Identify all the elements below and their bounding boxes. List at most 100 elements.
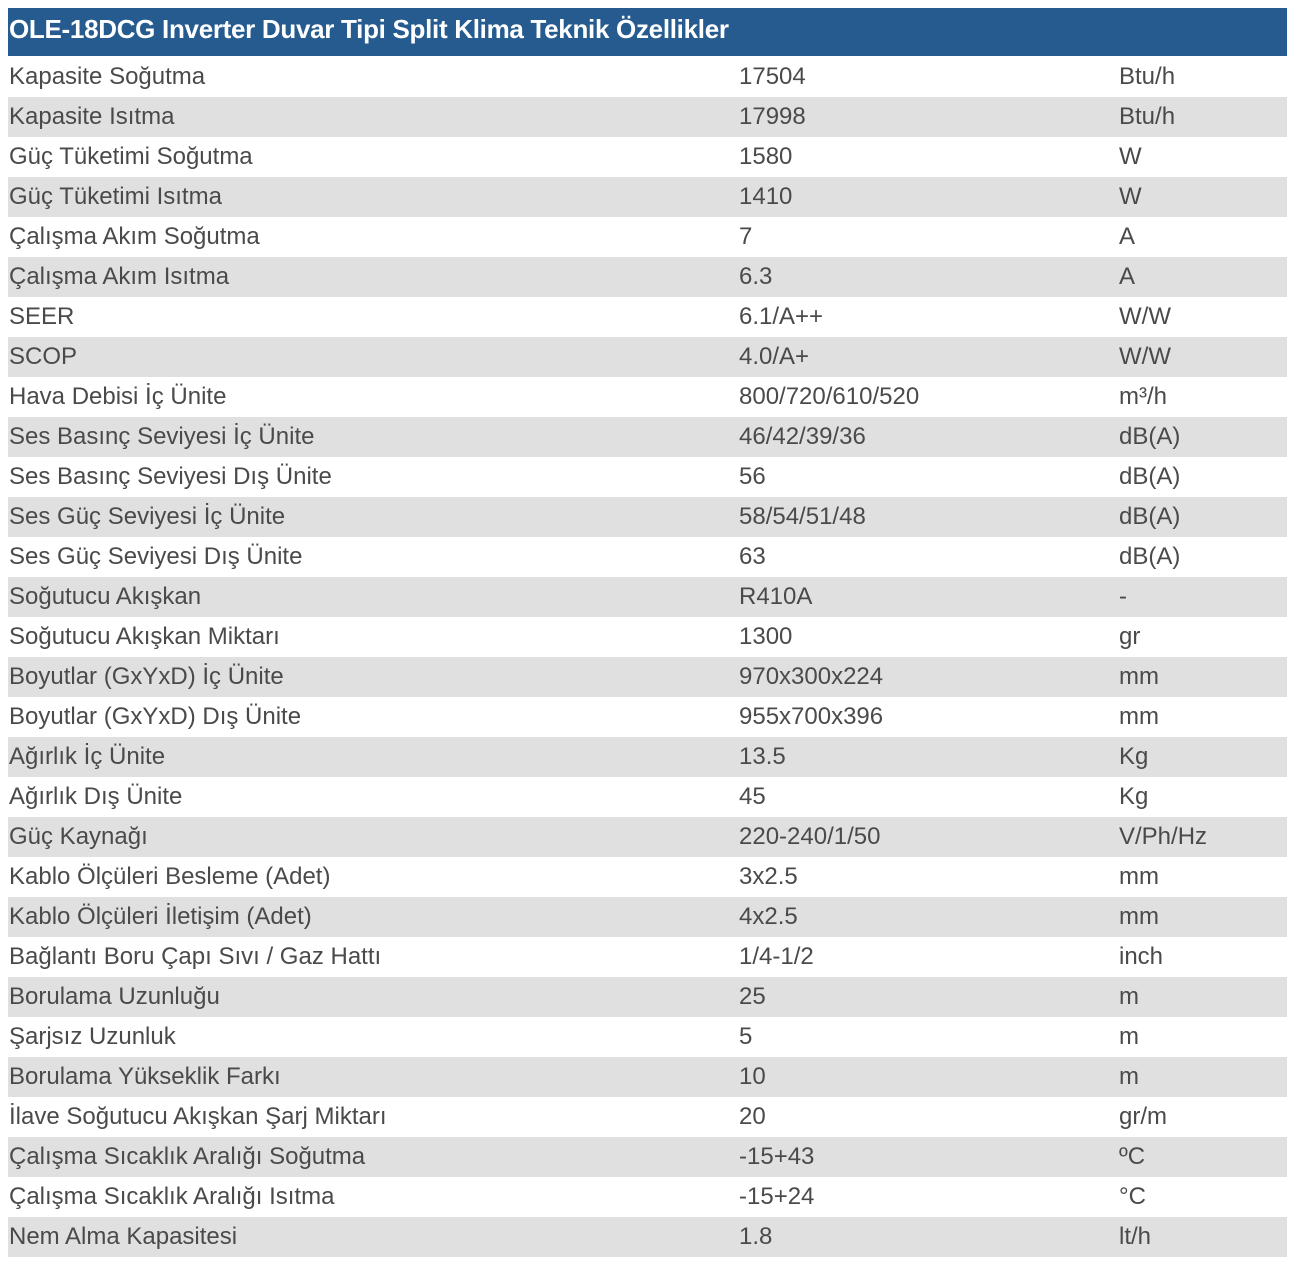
spec-name: Kablo Ölçüleri Besleme (Adet) (9, 863, 331, 890)
table-row: Çalışma Akım Soğutma 7 A (8, 217, 1287, 257)
table-row: Ağırlık Dış Ünite 45 Kg (8, 777, 1287, 817)
spec-value: 6.3 (739, 263, 773, 290)
spec-name: Ses Güç Seviyesi İç Ünite (9, 503, 286, 530)
spec-name: Şarjsız Uzunluk (9, 1023, 176, 1050)
spec-unit: mm (1119, 703, 1159, 730)
table-row: Çalışma Sıcaklık Aralığı Isıtma -15+24 °C (8, 1177, 1287, 1217)
table-row: Kablo Ölçüleri Besleme (Adet) 3x2.5 mm (8, 857, 1287, 897)
spec-value: 20 (739, 1103, 766, 1130)
spec-value: R410A (739, 583, 813, 610)
spec-name: Ses Basınç Seviyesi Dış Ünite (9, 463, 332, 490)
spec-unit: Kg (1119, 743, 1149, 770)
spec-value: 45 (739, 783, 766, 810)
spec-value: 4.0/A+ (739, 343, 810, 370)
spec-unit: ºC (1119, 1143, 1146, 1170)
table-title: OLE-18DCG Inverter Duvar Tipi Split Klim… (8, 8, 1287, 57)
table-body: Kapasite Soğutma 17504 Btu/h Kapasite Isıtm… (8, 57, 1287, 1257)
spec-name: Güç Tüketimi Soğutma (9, 143, 253, 170)
table-row: Ses Basınç Seviyesi Dış Ünite 56 dB(A) (8, 457, 1287, 497)
table-row: Çalışma Akım Isıtma 6.3 A (8, 257, 1287, 297)
spec-table: OLE-18DCG Inverter Duvar Tipi Split Klim… (8, 8, 1287, 1257)
spec-value: 63 (739, 543, 766, 570)
spec-unit: A (1119, 263, 1136, 290)
table-row: Boyutlar (GxYxD) Dış Ünite 955x700x396 mm (8, 697, 1287, 737)
spec-unit: inch (1119, 943, 1164, 970)
spec-unit: gr (1119, 623, 1141, 650)
spec-name: Ağırlık Dış Ünite (9, 783, 183, 810)
spec-unit: W (1119, 143, 1142, 170)
spec-name: Çalışma Akım Isıtma (9, 263, 230, 290)
table-row: Ses Güç Seviyesi Dış Ünite 63 dB(A) (8, 537, 1287, 577)
spec-unit: W/W (1119, 343, 1171, 370)
spec-unit: Btu/h (1119, 103, 1176, 130)
spec-value: 10 (739, 1063, 766, 1090)
spec-value: 1410 (739, 183, 793, 210)
table-row: Boyutlar (GxYxD) İç Ünite 970x300x224 mm (8, 657, 1287, 697)
spec-value: 5 (739, 1023, 753, 1050)
spec-name: Ağırlık İç Ünite (9, 743, 166, 770)
table-row: Hava Debisi İç Ünite 800/720/610/520 m³/h (8, 377, 1287, 417)
table-row: Borulama Yükseklik Farkı 10 m (8, 1057, 1287, 1097)
spec-value: 6.1/A++ (739, 303, 824, 330)
spec-value: 1/4-1/2 (739, 943, 814, 970)
spec-value: 7 (739, 223, 753, 250)
table-row: Borulama Uzunluğu 25 m (8, 977, 1287, 1017)
spec-name: SEER (9, 303, 75, 330)
spec-name: Soğutucu Akışkan (9, 583, 202, 610)
table-row: SEER 6.1/A++ W/W (8, 297, 1287, 337)
spec-name: Hava Debisi İç Ünite (9, 383, 227, 410)
table-row: Kapasite Isıtma 17998 Btu/h (8, 97, 1287, 137)
spec-unit: gr/m (1119, 1103, 1167, 1130)
spec-unit: m (1119, 1023, 1139, 1050)
spec-name: Boyutlar (GxYxD) İç Ünite (9, 663, 284, 690)
spec-unit: dB(A) (1119, 423, 1181, 450)
spec-value: 1300 (739, 623, 793, 650)
spec-unit: dB(A) (1119, 503, 1181, 530)
spec-value: -15+43 (739, 1143, 815, 1170)
table-row: SCOP 4.0/A+ W/W (8, 337, 1287, 377)
table-row: Nem Alma Kapasitesi 1.8 lt/h (8, 1217, 1287, 1257)
spec-name: Bağlantı Boru Çapı Sıvı / Gaz Hattı (9, 943, 382, 970)
spec-unit: W/W (1119, 303, 1171, 330)
spec-value: 46/42/39/36 (739, 423, 866, 450)
spec-value: 56 (739, 463, 766, 490)
spec-value: 1580 (739, 143, 793, 170)
spec-unit: A (1119, 223, 1136, 250)
spec-unit: dB(A) (1119, 543, 1181, 570)
spec-unit: Btu/h (1119, 63, 1176, 90)
spec-unit: Kg (1119, 783, 1149, 810)
spec-name: Ses Basınç Seviyesi İç Ünite (9, 423, 315, 450)
spec-unit: W (1119, 183, 1142, 210)
table-row: Bağlantı Boru Çapı Sıvı / Gaz Hattı 1/4-1… (8, 937, 1287, 977)
spec-value: -15+24 (739, 1183, 815, 1210)
spec-unit: mm (1119, 663, 1159, 690)
spec-name: Ses Güç Seviyesi Dış Ünite (9, 543, 303, 570)
spec-unit: dB(A) (1119, 463, 1181, 490)
spec-name: Kapasite Soğutma (9, 63, 206, 90)
spec-name: Kapasite Isıtma (9, 103, 175, 130)
spec-unit: lt/h (1119, 1223, 1152, 1250)
table-row: İlave Soğutucu Akışkan Şarj Miktarı 20 gr/… (8, 1097, 1287, 1137)
spec-unit: mm (1119, 903, 1159, 930)
table-row: Ses Basınç Seviyesi İç Ünite 46/42/39/36 d… (8, 417, 1287, 457)
spec-value: 13.5 (739, 743, 786, 770)
spec-value: 17504 (739, 63, 806, 90)
spec-unit: - (1119, 583, 1127, 610)
spec-value: 970x300x224 (739, 663, 884, 690)
spec-name: Güç Tüketimi Isıtma (9, 183, 222, 210)
spec-unit: m (1119, 983, 1139, 1010)
spec-name: Güç Kaynağı (9, 823, 148, 850)
spec-value: 220-240/1/50 (739, 823, 881, 850)
spec-value: 955x700x396 (739, 703, 884, 730)
spec-value: 1.8 (739, 1223, 773, 1250)
spec-value: 58/54/51/48 (739, 503, 866, 530)
table-row: Ses Güç Seviyesi İç Ünite 58/54/51/48 dB(A… (8, 497, 1287, 537)
table-row: Güç Tüketimi Soğutma 1580 W (8, 137, 1287, 177)
spec-name: Kablo Ölçüleri İletişim (Adet) (9, 903, 312, 930)
spec-name: Boyutlar (GxYxD) Dış Ünite (9, 703, 302, 730)
spec-name: Borulama Yükseklik Farkı (9, 1063, 281, 1090)
spec-value: 4x2.5 (739, 903, 798, 930)
spec-name: Nem Alma Kapasitesi (9, 1223, 238, 1250)
table-row: Soğutucu Akışkan R410A - (8, 577, 1287, 617)
table-row: Kapasite Soğutma 17504 Btu/h (8, 57, 1287, 97)
